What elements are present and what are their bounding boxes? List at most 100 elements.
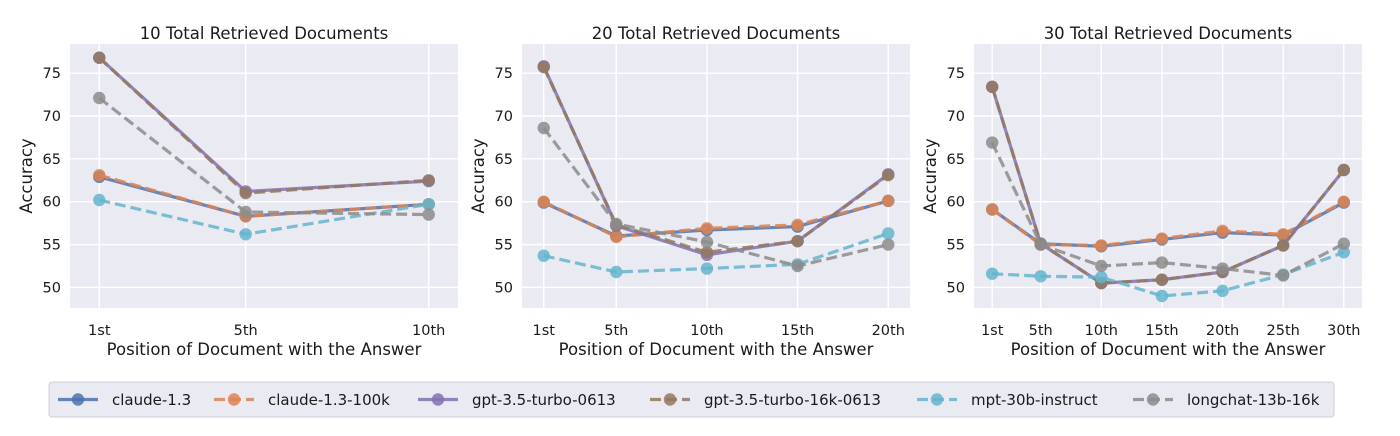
data-point bbox=[239, 228, 252, 241]
y-tick-label: 50 bbox=[495, 280, 513, 296]
y-tick-label: 60 bbox=[947, 195, 965, 211]
chart-title: 30 Total Retrieved Documents bbox=[1044, 24, 1293, 43]
data-point bbox=[93, 51, 106, 64]
legend-label: claude-1.3-100k bbox=[268, 391, 390, 409]
data-point bbox=[1337, 237, 1351, 250]
data-point bbox=[700, 235, 714, 249]
y-tick-label: 65 bbox=[495, 152, 513, 168]
x-axis-label: Position of Document with the Answer bbox=[559, 340, 874, 359]
data-point bbox=[537, 121, 550, 135]
data-point bbox=[882, 238, 895, 251]
data-point bbox=[239, 205, 252, 219]
data-point bbox=[1095, 270, 1108, 284]
data-point bbox=[1337, 163, 1351, 177]
data-point bbox=[422, 208, 435, 221]
y-tick-label: 50 bbox=[43, 280, 61, 296]
legend-item: claude-1.3-100k bbox=[214, 391, 390, 409]
x-tick-label: 1st bbox=[981, 323, 1004, 339]
data-point bbox=[985, 136, 999, 149]
y-tick-label: 70 bbox=[947, 109, 965, 125]
x-tick-label: 15th bbox=[1145, 323, 1178, 339]
series-claude-1.3-100k bbox=[537, 194, 895, 244]
legend-frame bbox=[48, 381, 1335, 418]
data-point bbox=[1095, 239, 1108, 252]
x-tick-label: 20th bbox=[1206, 323, 1239, 339]
data-point bbox=[537, 195, 550, 208]
data-point bbox=[1034, 238, 1047, 251]
legend-item: claude-1.3 bbox=[58, 391, 191, 409]
legend-item: gpt-3.5-turbo-16k-0613 bbox=[650, 391, 881, 409]
legend-item: mpt-30b-instruct bbox=[917, 391, 1098, 409]
y-tick-label: 75 bbox=[43, 66, 61, 82]
y-tick-label: 75 bbox=[947, 66, 965, 82]
x-tick-label: 10th bbox=[690, 323, 723, 339]
series-longchat-13b-16k bbox=[93, 91, 435, 221]
y-tick-label: 55 bbox=[43, 238, 61, 254]
data-point bbox=[93, 193, 106, 207]
legend-label: claude-1.3 bbox=[112, 391, 191, 409]
legend-marker-swatch bbox=[663, 393, 677, 406]
series-line bbox=[543, 199, 889, 239]
legend-label: mpt-30b-instruct bbox=[971, 391, 1098, 409]
y-tick-label: 65 bbox=[947, 152, 965, 168]
legend-marker-swatch bbox=[431, 393, 445, 406]
x-tick-label: 5th bbox=[234, 323, 258, 339]
x-tick-label: 10th bbox=[1085, 323, 1118, 339]
series-gpt-3.5-turbo-16k-0613 bbox=[93, 51, 435, 200]
series-line bbox=[542, 66, 890, 254]
x-tick-label: 1st bbox=[88, 323, 111, 339]
legend-item: gpt-3.5-turbo-0613 bbox=[418, 391, 616, 409]
legend: claude-1.3 claude-1.3-100k gpt-3.5-turbo-0… bbox=[48, 381, 1335, 418]
data-point bbox=[610, 230, 623, 244]
data-point bbox=[1155, 273, 1169, 286]
data-point bbox=[791, 218, 804, 232]
y-tick-label: 75 bbox=[495, 66, 513, 82]
plot-area bbox=[522, 44, 910, 308]
y-tick-label: 60 bbox=[495, 195, 513, 211]
data-point bbox=[882, 168, 895, 182]
series-longchat-13b-16k bbox=[537, 121, 895, 273]
data-point bbox=[1276, 269, 1290, 282]
data-point bbox=[93, 168, 106, 182]
y-tick-label: 60 bbox=[43, 195, 61, 211]
subplot-3: 50 55 60 65 70 75 1st 5th 10th 15th 20th 25th 30th 30… bbox=[921, 24, 1362, 359]
legend-marker-swatch bbox=[227, 393, 241, 406]
y-tick-label: 55 bbox=[495, 238, 513, 254]
x-tick-label: 20th bbox=[872, 323, 905, 339]
data-point bbox=[791, 259, 804, 273]
data-point bbox=[985, 80, 999, 94]
data-point bbox=[1034, 270, 1047, 283]
y-axis-label: Accuracy bbox=[921, 138, 940, 214]
data-point bbox=[700, 222, 714, 235]
data-point bbox=[1216, 262, 1229, 275]
plot-area bbox=[974, 44, 1362, 308]
data-point bbox=[610, 265, 623, 279]
chart-title: 10 Total Retrieved Documents bbox=[140, 24, 389, 43]
y-axis-label: Accuracy bbox=[17, 138, 36, 214]
data-point bbox=[1276, 228, 1290, 241]
x-tick-label: 5th bbox=[604, 323, 628, 339]
data-point bbox=[1095, 259, 1108, 273]
x-tick-label: 5th bbox=[1029, 323, 1053, 339]
data-point bbox=[1337, 195, 1351, 208]
legend-label: gpt-3.5-turbo-0613 bbox=[472, 391, 616, 409]
data-point bbox=[882, 227, 895, 240]
data-point bbox=[422, 198, 435, 211]
data-point bbox=[93, 91, 106, 105]
data-point bbox=[1155, 232, 1169, 245]
x-tick-label: 1st bbox=[533, 323, 556, 339]
x-axis-label: Position of Document with the Answer bbox=[1011, 340, 1326, 359]
y-tick-label: 55 bbox=[947, 238, 965, 254]
data-point bbox=[610, 217, 623, 231]
data-point bbox=[537, 60, 550, 74]
y-axis-label: Accuracy bbox=[469, 138, 488, 214]
legend-item: longchat-13b-16k bbox=[1133, 391, 1320, 409]
x-tick-label: 25th bbox=[1267, 323, 1300, 339]
series-mpt-30b-instruct bbox=[537, 227, 895, 279]
data-point bbox=[1216, 224, 1229, 238]
data-point bbox=[1276, 239, 1290, 252]
data-point bbox=[537, 249, 550, 262]
data-point bbox=[700, 262, 714, 275]
data-point bbox=[1216, 284, 1229, 298]
